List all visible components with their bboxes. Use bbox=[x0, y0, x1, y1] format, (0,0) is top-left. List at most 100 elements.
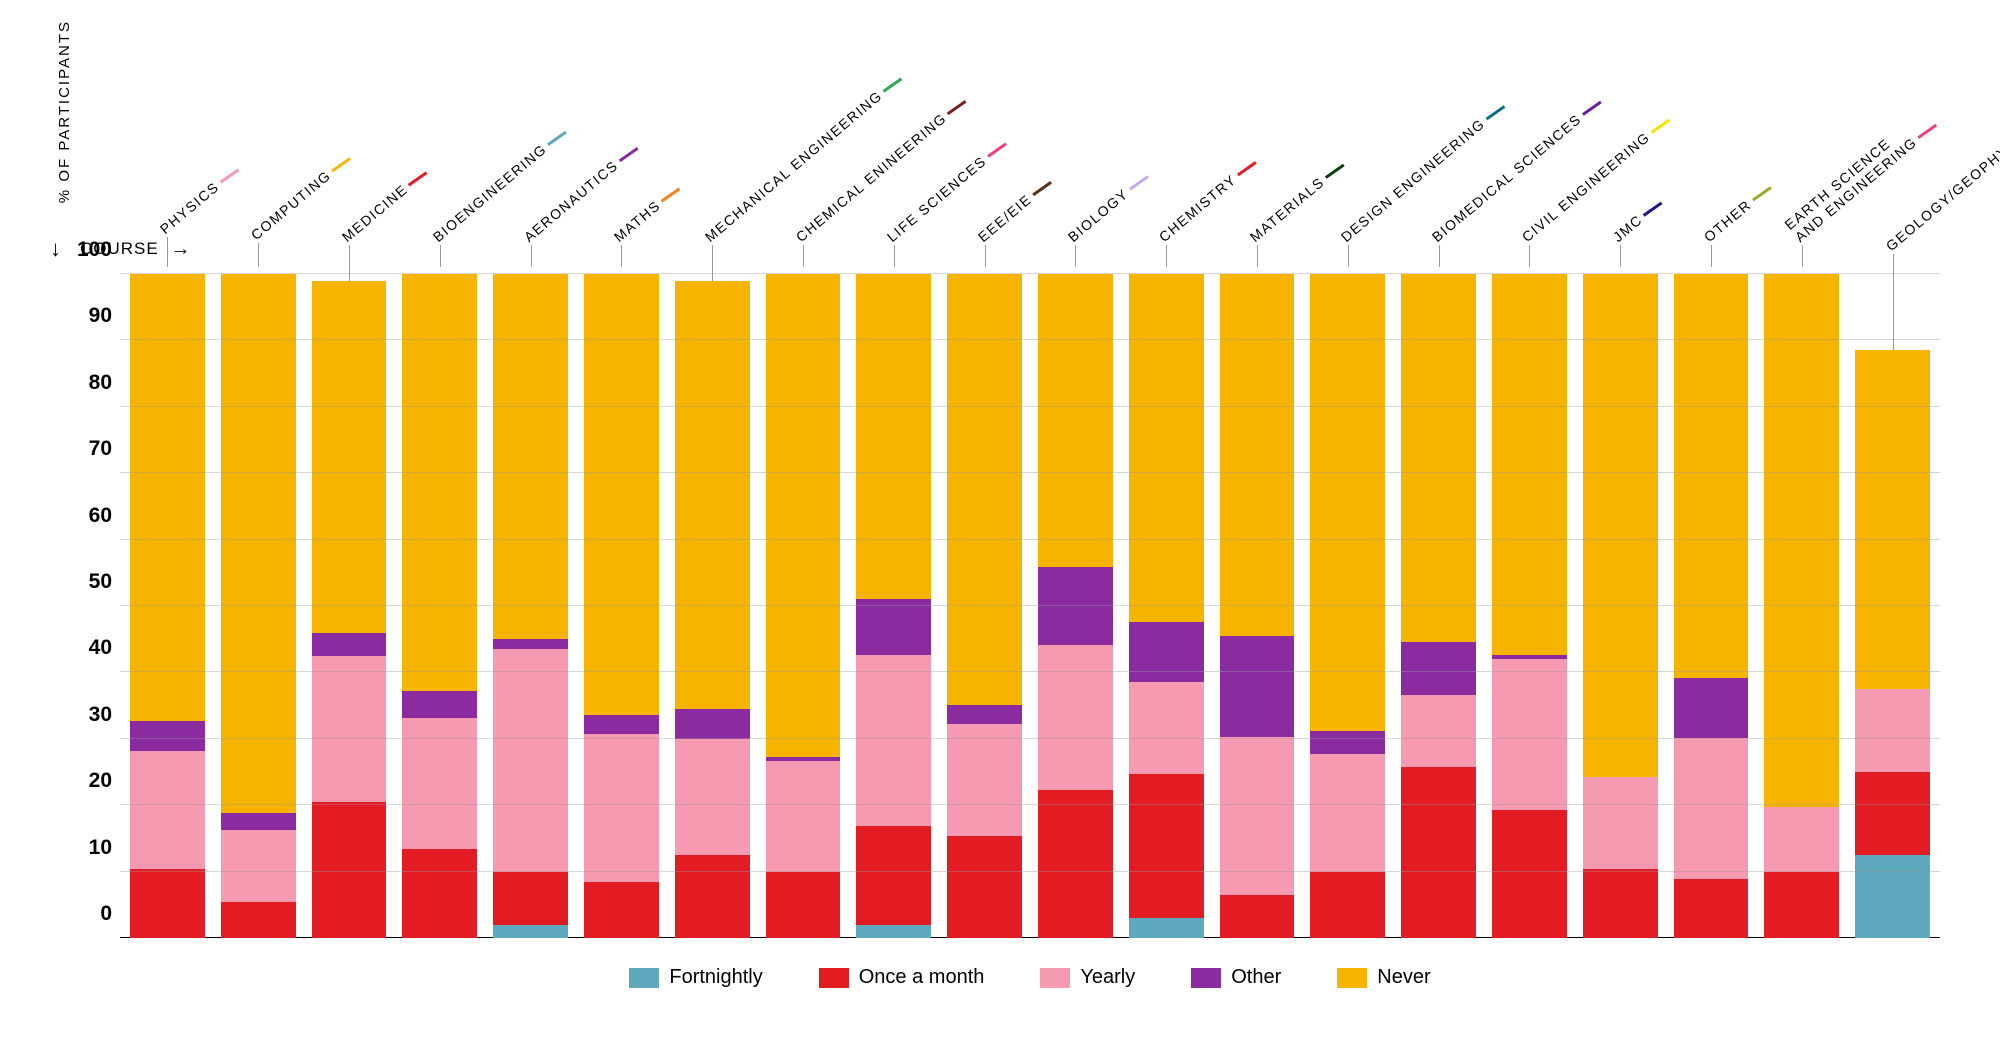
category-label: BIOMEDICAL SCIENCES bbox=[1428, 94, 1604, 245]
bar-segment-yearly bbox=[312, 656, 387, 802]
bar-column: CHEMISTRY bbox=[1129, 274, 1204, 938]
category-label-text: CHEMISTRY bbox=[1156, 172, 1240, 246]
bar-segment-never bbox=[1492, 274, 1567, 655]
y-tick-label: 80 bbox=[62, 371, 112, 395]
category-dash-icon bbox=[1752, 187, 1772, 202]
bar-segment-monthly bbox=[221, 902, 296, 938]
bar-column: DESIGN ENGINEERING bbox=[1310, 274, 1385, 938]
category-dash-icon bbox=[1129, 176, 1149, 191]
category-label: DESIGN ENGINEERING bbox=[1337, 99, 1507, 245]
category-leader-line bbox=[985, 245, 986, 267]
category-leader-line bbox=[349, 245, 350, 281]
category-dash-icon bbox=[408, 171, 428, 186]
category-leader-line bbox=[258, 243, 259, 267]
bar-segment-never bbox=[130, 274, 205, 721]
bar-segment-yearly bbox=[856, 655, 931, 826]
bar-segment-other bbox=[1129, 622, 1204, 681]
category-label: JMC bbox=[1610, 195, 1666, 245]
y-axis-title: % OF PARTICIPANTS bbox=[56, 20, 73, 203]
grid-line bbox=[120, 339, 1940, 340]
x-axis-arrow-icon: → bbox=[170, 238, 191, 260]
grid-line bbox=[120, 273, 1940, 274]
bar-segment-never bbox=[1220, 274, 1295, 636]
category-dash-icon bbox=[1325, 164, 1345, 179]
bar-segment-other bbox=[1220, 636, 1295, 738]
bar-segment-monthly bbox=[1764, 872, 1839, 938]
category-leader-line bbox=[440, 245, 441, 267]
bar-segment-never bbox=[312, 281, 387, 633]
category-dash-icon bbox=[331, 157, 351, 172]
bar-segment-monthly bbox=[402, 849, 477, 938]
bar-segment-yearly bbox=[947, 724, 1022, 836]
bar-column: MATERIALS bbox=[1220, 274, 1295, 938]
bar-segment-fortnightly bbox=[1855, 855, 1930, 938]
bar-segment-monthly bbox=[584, 882, 659, 938]
category-label: CIVIL ENGINEERING bbox=[1519, 112, 1673, 245]
bar-segment-never bbox=[493, 274, 568, 639]
bar-segment-monthly bbox=[1674, 879, 1749, 938]
category-label-text: BIOMEDICAL SCIENCES bbox=[1428, 111, 1584, 245]
grid-line bbox=[120, 804, 1940, 805]
legend-swatch bbox=[629, 968, 659, 988]
bar-segment-yearly bbox=[766, 761, 841, 873]
bar-segment-yearly bbox=[1855, 689, 1930, 772]
y-tick-label: 90 bbox=[62, 304, 112, 328]
category-leader-line bbox=[1439, 245, 1440, 267]
category-leader-line bbox=[1620, 245, 1621, 267]
category-leader-line bbox=[531, 245, 532, 267]
bar-segment-monthly bbox=[766, 872, 841, 938]
category-dash-icon bbox=[1485, 106, 1505, 121]
category-dash-icon bbox=[1643, 202, 1663, 217]
legend-item: Once a month bbox=[819, 966, 985, 989]
bar-segment-never bbox=[856, 274, 931, 599]
bar-segment-yearly bbox=[130, 751, 205, 869]
bar-column: CHEMICAL ENINEERING bbox=[766, 274, 841, 938]
category-leader-line bbox=[1348, 245, 1349, 267]
y-tick-label: 20 bbox=[62, 769, 112, 793]
bar-column: MEDICINE bbox=[312, 274, 387, 938]
bar-segment-monthly bbox=[1855, 772, 1930, 855]
category-label: CHEMICAL ENINEERING bbox=[793, 93, 970, 245]
bar-segment-never bbox=[1674, 274, 1749, 678]
legend-label: Never bbox=[1377, 966, 1430, 989]
bar-segment-yearly bbox=[1492, 659, 1567, 810]
bar-segment-yearly bbox=[1583, 777, 1658, 869]
legend-item: Fortnightly bbox=[629, 966, 762, 989]
legend: FortnightlyOnce a monthYearlyOtherNever bbox=[120, 966, 1940, 989]
bars-container: PHYSICSCOMPUTINGMEDICINEBIOENGINEERINGAE… bbox=[120, 274, 1940, 938]
bar-column: AERONAUTICS bbox=[493, 274, 568, 938]
category-leader-line bbox=[1166, 245, 1167, 267]
legend-swatch bbox=[1337, 968, 1367, 988]
bar-segment-monthly bbox=[947, 836, 1022, 938]
grid-line bbox=[120, 472, 1940, 473]
bar-segment-other bbox=[1674, 678, 1749, 737]
category-label-text: MECHANICAL ENGINEERING bbox=[702, 87, 886, 245]
bar-segment-never bbox=[1129, 274, 1204, 622]
category-label-text: MATHS bbox=[611, 197, 664, 245]
category-dash-icon bbox=[1917, 124, 1937, 139]
bar-segment-never bbox=[1583, 274, 1658, 777]
bar-segment-yearly bbox=[675, 739, 750, 855]
category-label: BIOLOGY bbox=[1065, 169, 1152, 245]
category-leader-line bbox=[1257, 245, 1258, 267]
category-label: EEE/EIE bbox=[974, 175, 1054, 246]
stacked-bar-chart: % OF PARTICIPANTS ↓ COURSE → PHYSICSCOMP… bbox=[20, 20, 1980, 1018]
bar-segment-monthly bbox=[856, 826, 931, 925]
bar-segment-never bbox=[766, 274, 841, 757]
bar-segment-never bbox=[1401, 274, 1476, 642]
legend-swatch bbox=[1040, 968, 1070, 988]
bar-segment-other bbox=[947, 705, 1022, 725]
bar-segment-other bbox=[856, 599, 931, 655]
category-dash-icon bbox=[618, 147, 638, 162]
bar-segment-never bbox=[675, 281, 750, 709]
bar-column: MECHANICAL ENGINEERING bbox=[675, 274, 750, 938]
bar-column: MATHS bbox=[584, 274, 659, 938]
category-label: PHYSICS bbox=[157, 162, 242, 237]
bar-segment-monthly bbox=[1401, 767, 1476, 938]
bar-segment-never bbox=[1038, 274, 1113, 567]
category-label-text: OTHER bbox=[1701, 197, 1755, 246]
category-label-text: DESIGN ENGINEERING bbox=[1337, 116, 1487, 246]
category-dash-icon bbox=[1032, 181, 1052, 196]
bar-segment-monthly bbox=[493, 872, 568, 925]
y-tick-label: 70 bbox=[62, 437, 112, 461]
